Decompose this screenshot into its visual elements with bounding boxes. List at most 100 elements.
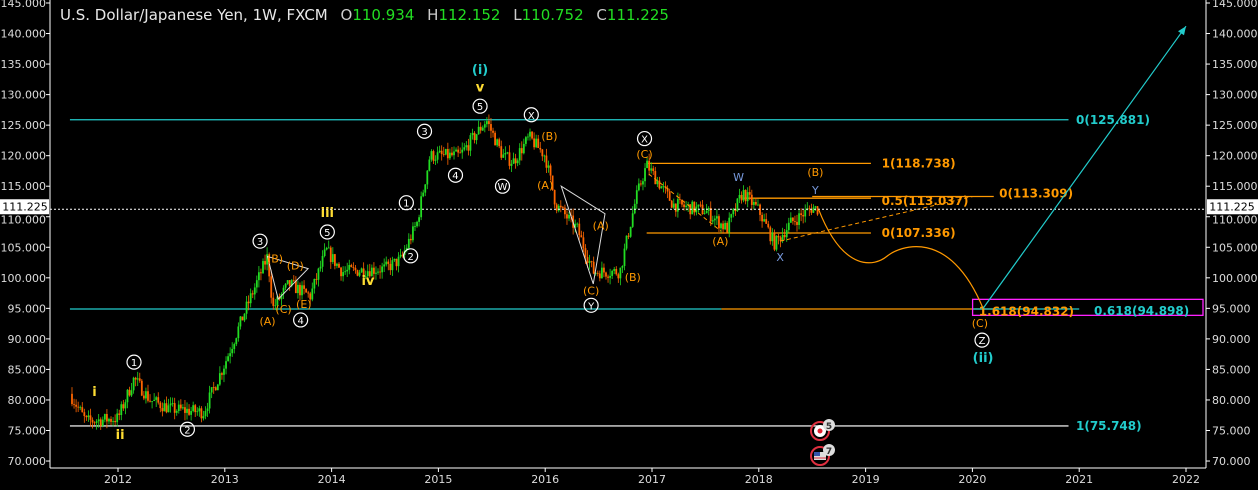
candle-body (449, 152, 451, 159)
wave-label: 3 (421, 127, 427, 138)
candle-body (812, 207, 815, 213)
us-flag-canton (814, 452, 820, 456)
candle-body (354, 267, 357, 271)
candle-body (465, 145, 468, 148)
candle-body (235, 338, 238, 345)
candle-body (611, 270, 614, 276)
candle-body (681, 199, 683, 205)
candle-body (218, 373, 221, 385)
x-tick-label: 2014 (318, 473, 346, 486)
candle-body (703, 213, 706, 215)
x-tick-label: 2022 (1172, 473, 1200, 486)
candle-body (654, 171, 657, 185)
current-price-label-right: 111.225 (1209, 200, 1255, 213)
y-tick-label-left: 145.000 (1, 0, 47, 10)
candle-body (553, 189, 556, 205)
candle-body (241, 316, 244, 321)
candle-body (130, 390, 133, 396)
candle-body (605, 272, 607, 277)
y-tick-label-right: 140.000 (1212, 28, 1258, 41)
candle-body (490, 124, 492, 131)
candle-body (500, 146, 503, 158)
candle-body (385, 261, 388, 265)
candle-body (182, 407, 184, 409)
candle-body (364, 276, 367, 277)
candle-body (512, 158, 515, 164)
candle-body (529, 131, 531, 137)
candle-body (188, 408, 190, 415)
candle-body (802, 215, 805, 217)
x-tick-label: 2021 (1065, 473, 1093, 486)
candle-body (457, 149, 460, 153)
candle-body (340, 267, 342, 277)
candle-body (373, 267, 375, 274)
candle-body (140, 380, 143, 396)
y-tick-label-right: 120.000 (1212, 150, 1258, 163)
candle-body (151, 400, 153, 402)
candle-body (73, 404, 75, 405)
candle-body (679, 199, 681, 200)
x-tick-label: 2015 (424, 473, 452, 486)
candle-body (120, 404, 123, 416)
candle-body (446, 149, 449, 159)
candle-body (420, 196, 423, 218)
candle-body (518, 148, 521, 161)
candle-body (485, 121, 488, 125)
candle-body (804, 209, 807, 217)
x-tick-label: 2019 (852, 473, 880, 486)
candle-body (401, 254, 404, 256)
candle-body (436, 152, 439, 160)
wave-label: 3 (257, 237, 263, 248)
wave-circle-icon (252, 233, 268, 249)
wave-circle-icon (398, 195, 414, 211)
wave-label: (A) (712, 235, 728, 248)
candle-body (672, 203, 675, 208)
current-price-tag-left (0, 199, 49, 215)
low-value: 110.752 (521, 6, 584, 24)
wave-label: 5 (477, 102, 483, 113)
candle-body (257, 272, 260, 281)
wave-label: (C) (636, 148, 652, 161)
candle-body (338, 263, 340, 268)
candle-body (379, 271, 381, 273)
candle-body (668, 191, 671, 201)
candle-body (399, 254, 402, 257)
candle-body (461, 149, 464, 153)
candle-body (646, 160, 648, 169)
wave-label: 2 (184, 425, 190, 436)
candle-body (409, 238, 412, 241)
candle-body (650, 168, 653, 171)
candle-body (438, 150, 441, 153)
candle-body (245, 301, 248, 314)
candle-body (89, 415, 92, 420)
candle-body (395, 258, 398, 267)
candle-body (221, 373, 223, 375)
candle-body (459, 152, 462, 154)
candle-body (323, 249, 326, 256)
candle-body (594, 272, 597, 274)
candle-body (210, 387, 213, 393)
x-tick-label: 2012 (104, 473, 132, 486)
candle-body (319, 266, 322, 269)
wave-circle-icon (416, 123, 433, 139)
candle-body (284, 283, 287, 288)
candle-body (510, 163, 513, 166)
candle-body (91, 419, 94, 423)
candle-body (744, 189, 747, 202)
candle-body (467, 145, 470, 151)
wave-circle-icon (403, 248, 419, 264)
candle-body (656, 180, 659, 185)
candle-body (128, 389, 131, 396)
candle-body (504, 152, 507, 155)
candle-body (233, 344, 236, 349)
candle-body (179, 404, 182, 409)
candle-body (200, 408, 203, 419)
candle-body (633, 203, 636, 214)
candle-body (153, 399, 156, 401)
candle-body (473, 132, 476, 141)
candle-body (167, 405, 170, 413)
candle-body (101, 419, 104, 426)
candle-body (707, 207, 710, 211)
